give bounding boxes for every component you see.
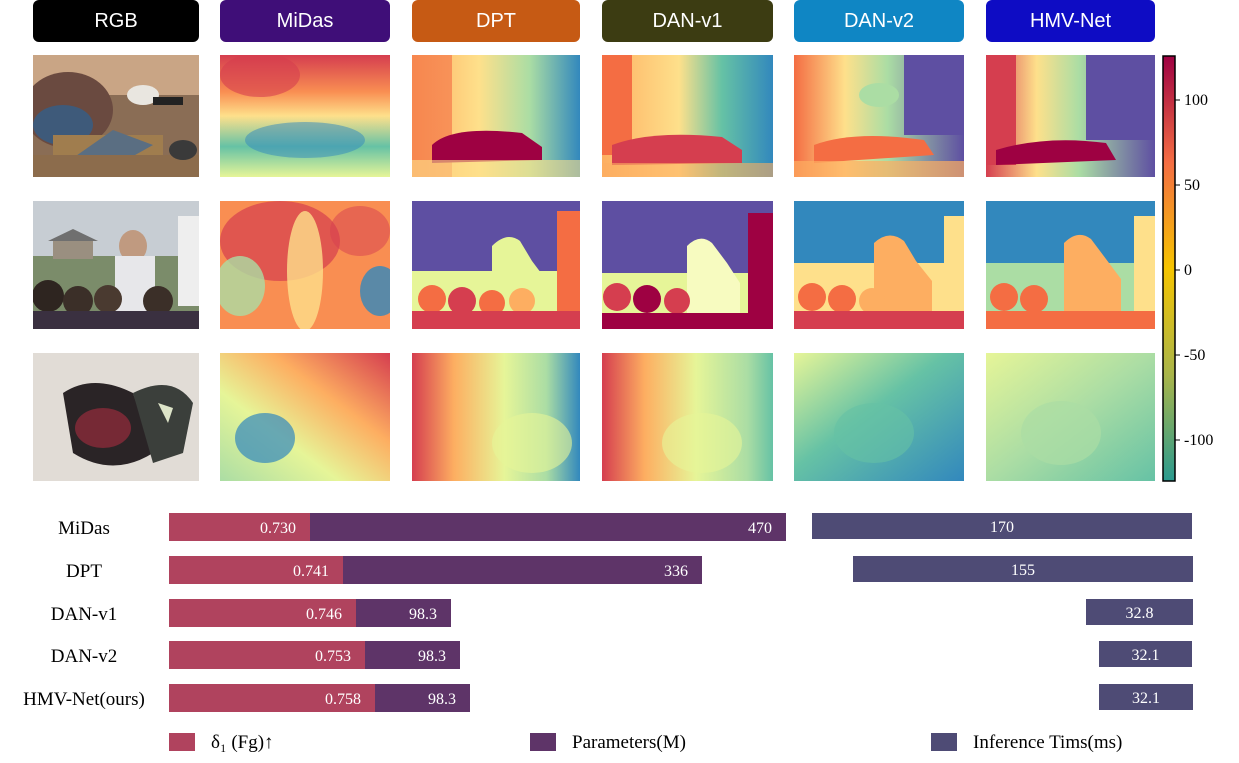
header-dan-v1: DAN-v1 — [602, 0, 773, 42]
hmv-net-depth-row3 — [986, 353, 1155, 481]
header-dan-v2: DAN-v2 — [794, 0, 964, 42]
inference-bar — [853, 556, 1193, 582]
parameters-bar — [310, 513, 786, 541]
delta-bar — [169, 513, 310, 541]
delta-value-label: 0.746 — [306, 606, 342, 623]
category-label: DAN-v2 — [51, 646, 118, 667]
rgb-image-row1 — [33, 55, 199, 177]
category-label: HMV-Net(ours) — [23, 689, 145, 710]
midas-depth-row2 — [220, 201, 390, 329]
parameters-value-label: 98.3 — [428, 691, 456, 708]
dan-v2-depth-row2 — [794, 201, 964, 329]
header-rgb: RGB — [33, 0, 199, 42]
parameters-value-label: 98.3 — [409, 606, 437, 623]
header-hmv-net: HMV-Net — [986, 0, 1155, 42]
inference-value-label: 155 — [1011, 562, 1035, 579]
category-label: DAN-v1 — [51, 604, 118, 625]
legend-swatch-parameters — [530, 733, 556, 751]
rgb-image-row3 — [33, 353, 199, 481]
dpt-depth-row3 — [412, 353, 580, 481]
delta-value-label: 0.753 — [315, 648, 351, 665]
parameters-bar — [343, 556, 702, 584]
parameters-bar — [375, 684, 470, 712]
header-midas: MiDas — [220, 0, 390, 42]
delta-bar — [169, 599, 356, 627]
performance-bar-chart: MiDas DPT DAN-v1 DAN-v2 HMV-Net(ours) 0.730 4… — [23, 513, 1193, 712]
midas-depth-row3 — [220, 353, 390, 481]
header-dpt: DPT — [412, 0, 580, 42]
legend-label-delta: δ₁ (Fg)↑ — [211, 732, 274, 753]
dan-v2-depth-row1 — [794, 55, 964, 177]
legend-swatch-delta — [169, 733, 195, 751]
dan-v2-depth-row3 — [794, 353, 964, 481]
hmv-net-depth-row2 — [986, 201, 1155, 329]
delta-value-label: 0.758 — [325, 691, 361, 708]
colorbar-tick-label: 100 — [1184, 92, 1208, 109]
legend-label-inference: Inference Tims(ms) — [973, 732, 1123, 753]
dpt-depth-row2 — [412, 201, 580, 329]
delta-bar — [169, 556, 343, 584]
inference-value-label: 32.8 — [1126, 605, 1154, 622]
dan-v1-depth-row3 — [602, 353, 773, 481]
category-label: DPT — [66, 561, 102, 582]
colorbar-tick-label: -50 — [1184, 347, 1205, 364]
parameters-value-label: 98.3 — [418, 648, 446, 665]
legend-swatch-inference — [931, 733, 957, 751]
legend-label-parameters: Parameters(M) — [572, 732, 686, 753]
parameters-value-label: 336 — [664, 563, 688, 580]
inference-value-label: 32.1 — [1132, 690, 1160, 707]
dpt-depth-row1 — [412, 55, 580, 177]
colorbar-gradient — [1162, 55, 1176, 482]
inference-bar — [1099, 641, 1192, 667]
hmv-net-depth-row1 — [986, 55, 1155, 177]
delta-bar — [169, 641, 365, 669]
inference-bar — [1086, 599, 1193, 625]
midas-depth-row1 — [220, 55, 390, 177]
inference-bar — [812, 513, 1192, 539]
inference-value-label: 170 — [990, 519, 1014, 536]
parameters-bar — [365, 641, 460, 669]
category-label: MiDas — [58, 518, 110, 539]
colorbar-tick-label: 0 — [1184, 262, 1192, 279]
delta-value-label: 0.730 — [260, 520, 296, 537]
depth-colorbar: 100 50 0 -50 -100 — [1162, 55, 1239, 485]
colorbar-tick-label: 50 — [1184, 177, 1200, 194]
dan-v1-depth-row2 — [602, 201, 773, 329]
parameters-value-label: 470 — [748, 520, 772, 537]
inference-value-label: 32.1 — [1132, 647, 1160, 664]
delta-value-label: 0.741 — [293, 563, 329, 580]
delta-bar — [169, 684, 375, 712]
inference-bar — [1099, 684, 1193, 710]
colorbar-tick-label: -100 — [1184, 432, 1213, 449]
parameters-bar — [356, 599, 451, 627]
rgb-image-row2 — [33, 201, 199, 329]
dan-v1-depth-row1 — [602, 55, 773, 177]
